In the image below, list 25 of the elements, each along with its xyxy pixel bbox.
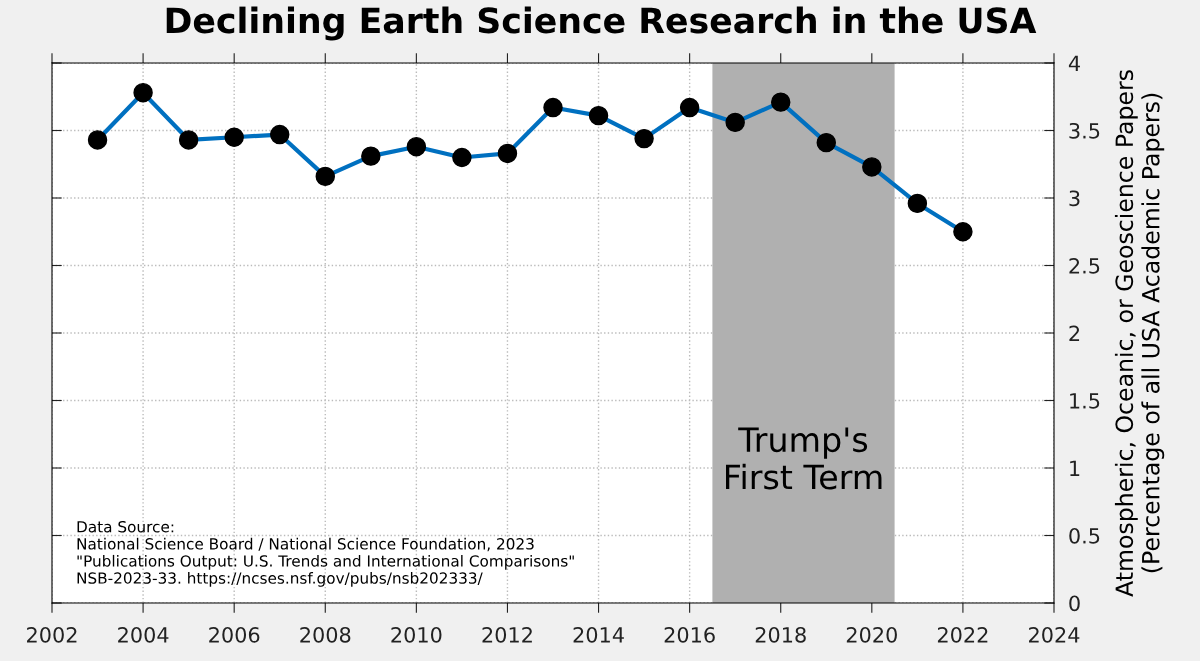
x-tick-label: 2024 <box>1029 626 1080 643</box>
y-tick-label: 0 <box>1069 595 1080 612</box>
x-tick-label: 2016 <box>664 626 715 643</box>
y-tick-label: 1 <box>1070 460 1080 476</box>
y-tick-label: 1.5 <box>1070 393 1100 409</box>
x-tick-label: 2010 <box>391 626 442 643</box>
y-tick-label: 3 <box>1069 190 1080 207</box>
chart-title: Declining Earth Science Research in the USA <box>166 6 1037 41</box>
y-tick-label: 2.5 <box>1069 257 1100 274</box>
x-tick-label: 2002 <box>27 626 77 643</box>
x-tick-label: 2014 <box>573 626 624 643</box>
y-tick-label: 2 <box>1069 325 1080 341</box>
y-tick-label: 0.5 <box>1069 527 1100 544</box>
x-tick-label: 2020 <box>846 626 897 643</box>
x-tick-label: 2022 <box>937 626 988 643</box>
y-axis-title: Atmospheric, Oceanic, or Geoscience Papers (Percentage of all USA Academic Papers) <box>1114 70 1165 597</box>
x-tick-label: 2012 <box>482 626 532 643</box>
x-tick-label: 2006 <box>209 626 260 643</box>
y-tick-label: 4 <box>1068 55 1080 71</box>
x-tick-label: 2008 <box>300 626 351 643</box>
x-tick-label: 2004 <box>118 626 169 643</box>
x-tick-label: 2018 <box>755 626 806 643</box>
annotation: Data Source: National Science Board / National Science Foundation, 2023 "Publications Output: U.S. Trends and International Comparisons" NSB-2023-33. https://ncses.nsf.gov/pubs/nsb202333/ <box>77 520 574 587</box>
band-label: Trump's First Term <box>726 427 882 490</box>
y-tick-label: 3.5 <box>1069 122 1100 139</box>
